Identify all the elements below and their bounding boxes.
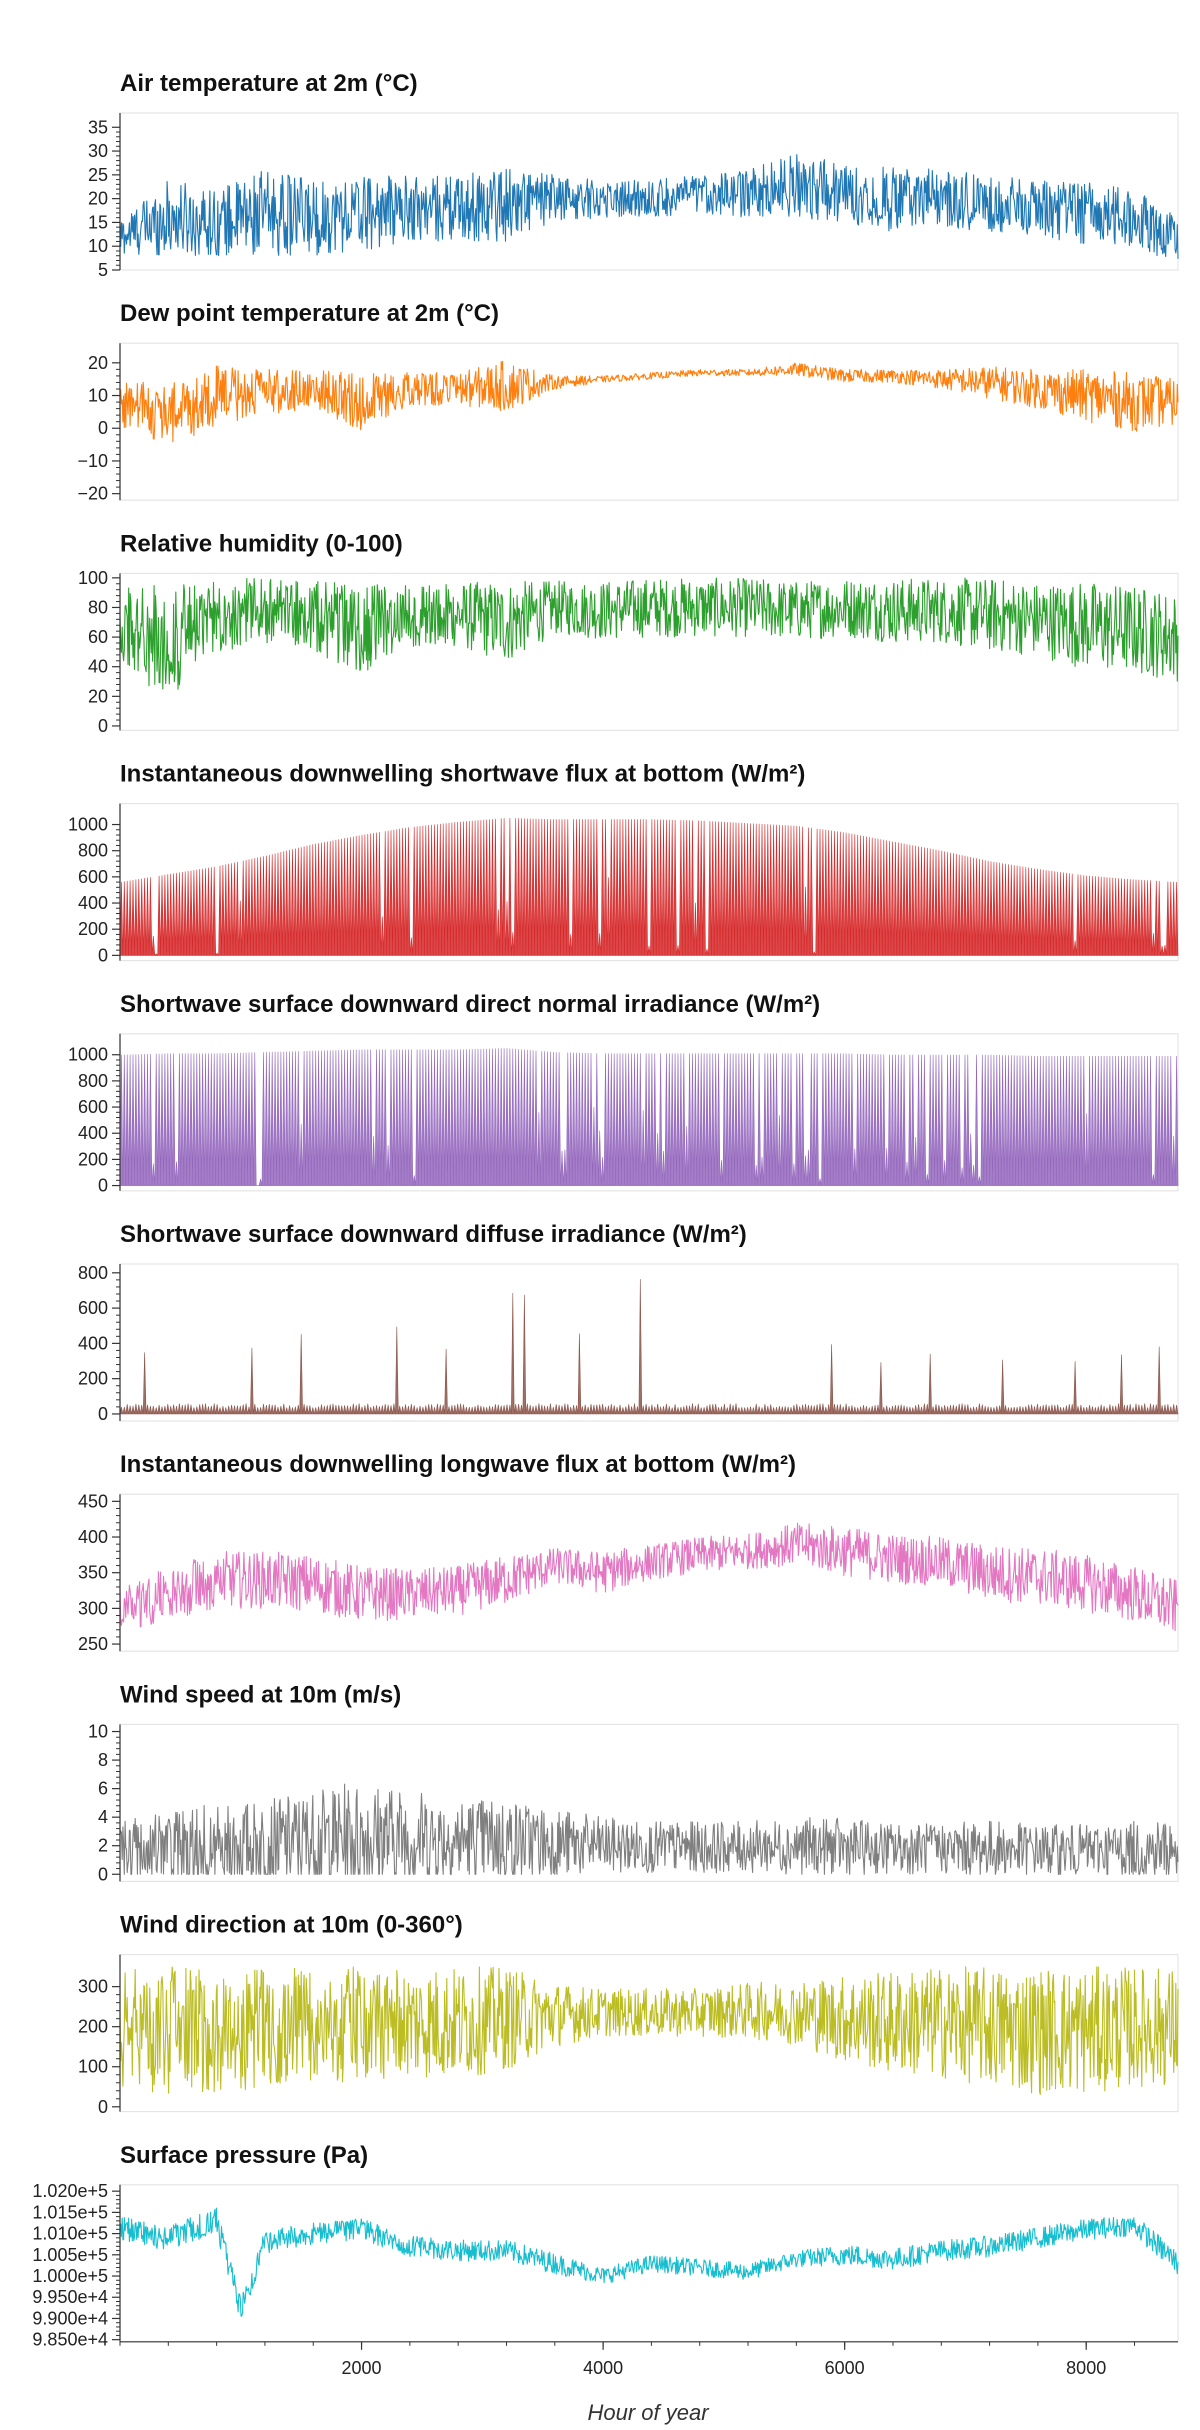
y-tick-label: 25: [88, 165, 108, 185]
panel-title: Wind speed at 10m (m/s): [120, 1681, 401, 1708]
series-line: [119, 1783, 1179, 1875]
y-tick-label: 9.950e+4: [32, 2287, 108, 2307]
chart-panel-3: Relative humidity (0-100) 0 20 40 60 80 100: [78, 530, 1179, 736]
y-tick-label: 20: [88, 686, 108, 706]
panel-title: Wind direction at 10m (0-360°): [120, 1912, 463, 1939]
series-line: [119, 2207, 1179, 2317]
series-line: [119, 360, 1179, 443]
y-tick-label: 4: [98, 1807, 108, 1827]
chart-panel-1: Air temperature at 2m (°C) 5 10 15 20 25 30 35: [88, 70, 1179, 280]
chart-panel-2: Dew point temperature at 2m (°C) −20 −10 0 1…: [77, 300, 1179, 504]
y-tick-label: 20: [88, 189, 108, 209]
x-tick-label: 2000: [342, 2358, 382, 2378]
y-tick-label: 200: [78, 2017, 108, 2037]
x-axis: 2000 4000 6000 8000: [119, 2341, 1178, 2378]
chart-panel-7: Instantaneous downwelling longwave flux …: [78, 1451, 1179, 1654]
series-area: [119, 1048, 1179, 1186]
y-tick-label: 300: [78, 1977, 108, 1997]
y-tick-label: 200: [78, 1149, 108, 1169]
y-tick-label: 300: [78, 1598, 108, 1618]
chart-panel-9: Wind direction at 10m (0-360°) 0 100 200 300: [78, 1912, 1179, 2117]
y-tick-label: 400: [78, 1123, 108, 1143]
y-tick-label: 0: [98, 716, 108, 736]
y-tick-label: −20: [77, 484, 108, 504]
y-tick-label: 15: [88, 212, 108, 232]
y-tick-label: 1.000e+5: [32, 2266, 108, 2286]
chart-panel-5: Shortwave surface downward direct normal…: [68, 991, 1179, 1196]
series-line: [119, 1522, 1179, 1632]
panel-title: Air temperature at 2m (°C): [120, 70, 418, 97]
panel-title: Dew point temperature at 2m (°C): [120, 300, 499, 327]
plot-frame: [119, 1263, 1179, 1422]
chart-panel-6: Shortwave surface downward diffuse irrad…: [78, 1221, 1179, 1424]
x-tick-label: 6000: [825, 2358, 865, 2378]
x-tick-label: 4000: [583, 2358, 623, 2378]
panel-title: Shortwave surface downward direct normal…: [120, 991, 820, 1018]
y-tick-label: 5: [98, 260, 108, 280]
y-tick-label: 0: [98, 1404, 108, 1424]
panel-title: Shortwave surface downward diffuse irrad…: [120, 1221, 747, 1248]
y-tick-label: −10: [77, 451, 108, 471]
y-tick-label: 10: [88, 1722, 108, 1742]
y-tick-label: 450: [78, 1491, 108, 1511]
y-tick-label: 8: [98, 1750, 108, 1770]
y-tick-label: 0: [98, 418, 108, 438]
y-tick-label: 200: [78, 1369, 108, 1389]
y-tick-label: 400: [78, 1333, 108, 1353]
y-tick-label: 100: [78, 2057, 108, 2077]
y-tick-label: 1.010e+5: [32, 2224, 108, 2244]
x-tick-label: 8000: [1066, 2358, 1106, 2378]
y-tick-label: 100: [78, 568, 108, 588]
chart-panel-10: Surface pressure (Pa) 9.850e+49.900e+49.9…: [32, 2142, 1179, 2350]
series-area: [119, 1279, 1179, 1415]
y-tick-label: 800: [78, 841, 108, 861]
y-tick-label: 0: [98, 1176, 108, 1196]
y-tick-label: 1000: [68, 815, 108, 835]
y-tick-label: 800: [78, 1071, 108, 1091]
y-tick-label: 1.015e+5: [32, 2202, 108, 2222]
y-tick-label: 250: [78, 1634, 108, 1654]
y-tick-label: 1.020e+5: [32, 2181, 108, 2201]
y-tick-label: 0: [98, 945, 108, 965]
y-tick-label: 6: [98, 1779, 108, 1799]
y-tick-label: 0: [98, 1864, 108, 1884]
y-tick-label: 0: [98, 2097, 108, 2117]
y-tick-label: 600: [78, 1097, 108, 1117]
series-area: [119, 818, 1179, 957]
y-tick-label: 400: [78, 893, 108, 913]
plot-frame: [119, 572, 1179, 732]
y-tick-label: 40: [88, 657, 108, 677]
plot-frame: [119, 342, 1179, 501]
y-tick-label: 9.900e+4: [32, 2308, 108, 2328]
panel-title: Instantaneous downwelling longwave flux …: [120, 1451, 796, 1478]
x-axis-title: Hour of year: [587, 2400, 710, 2425]
y-tick-label: 2: [98, 1836, 108, 1856]
y-tick-label: 400: [78, 1527, 108, 1547]
panel-title: Instantaneous downwelling shortwave flux…: [120, 761, 805, 788]
panel-title: Surface pressure (Pa): [120, 2142, 368, 2169]
y-tick-label: 35: [88, 117, 108, 137]
y-tick-label: 1000: [68, 1045, 108, 1065]
y-tick-label: 20: [88, 353, 108, 373]
y-tick-label: 10: [88, 236, 108, 256]
y-tick-label: 600: [78, 867, 108, 887]
y-tick-label: 600: [78, 1298, 108, 1318]
y-tick-label: 200: [78, 919, 108, 939]
y-tick-label: 1.005e+5: [32, 2245, 108, 2265]
y-tick-label: 30: [88, 141, 108, 161]
y-tick-label: 80: [88, 597, 108, 617]
y-tick-label: 9.850e+4: [32, 2330, 108, 2350]
series-line: [119, 577, 1179, 690]
y-tick-label: 10: [88, 386, 108, 406]
panel-title: Relative humidity (0-100): [120, 530, 403, 557]
series-line: [119, 154, 1179, 259]
y-tick-label: 60: [88, 627, 108, 647]
chart-panel-8: Wind speed at 10m (m/s) 0 2 4 6 8 10: [88, 1681, 1179, 1884]
series-line: [119, 1966, 1179, 2095]
y-tick-label: 350: [78, 1563, 108, 1583]
y-tick-label: 800: [78, 1263, 108, 1283]
chart-panel-4: Instantaneous downwelling shortwave flux…: [68, 761, 1179, 965]
